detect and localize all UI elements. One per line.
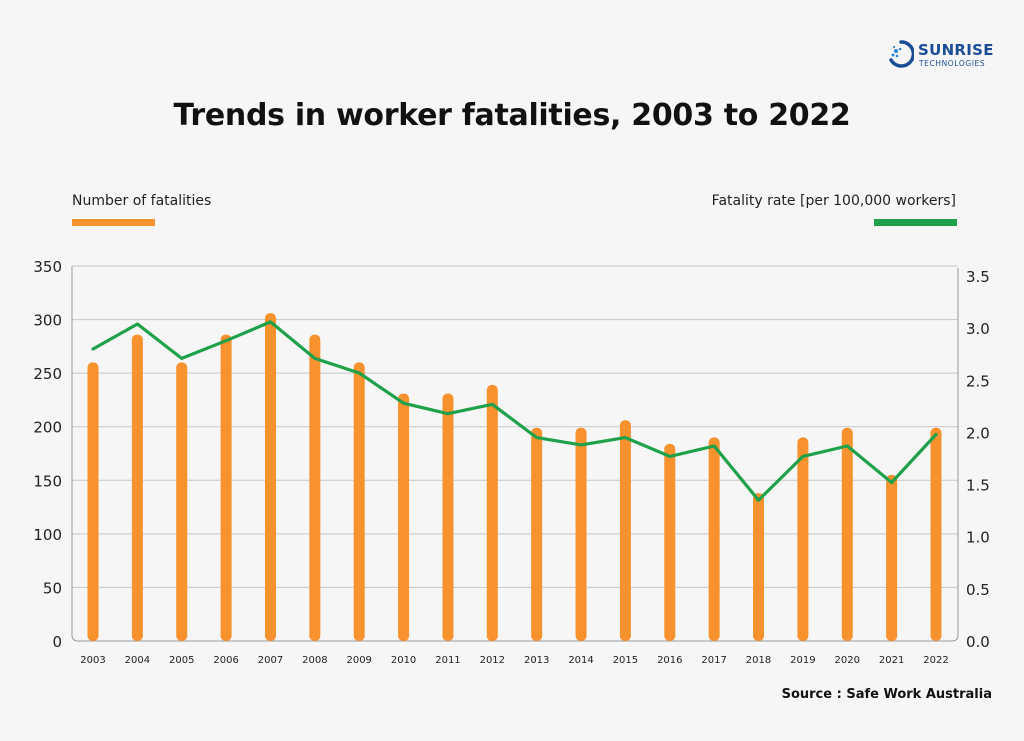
y-right-tick-label: 0.5 (966, 581, 990, 599)
x-tick-label: 2017 (701, 655, 726, 666)
y-left-tick-label: 300 (33, 312, 62, 330)
legend-rate-label: Fatality rate [per 100,000 workers] (711, 193, 956, 209)
x-tick-label: 2007 (258, 655, 283, 666)
bar-2016 (664, 443, 676, 641)
x-tick-label: 2018 (746, 655, 771, 666)
brand-subtitle: TECHNOLOGIES (919, 59, 986, 68)
y-left-tick-label: 250 (33, 365, 62, 383)
x-tick-label: 2010 (391, 655, 416, 666)
x-tick-label: 2013 (524, 655, 549, 666)
x-tick-label: 2006 (213, 655, 238, 666)
bar-2014 (575, 427, 587, 641)
x-tick-label: 2004 (125, 655, 150, 666)
bar-2007 (264, 313, 276, 641)
brand-name: SUNRISE (918, 41, 994, 59)
x-tick-label: 2020 (835, 655, 860, 666)
x-tick-label: 2016 (657, 655, 682, 666)
legend-fatalities-label: Number of fatalities (72, 193, 212, 209)
legend-fatalities-swatch (72, 219, 155, 226)
x-tick-label: 2009 (346, 655, 371, 666)
y-left-tick-label: 200 (33, 419, 62, 437)
bar-2020 (841, 427, 853, 641)
y-right-tick-label: 0.0 (966, 633, 990, 651)
bar-2009 (353, 362, 365, 641)
legend-rate-swatch (874, 219, 957, 226)
y-left-tick-label: 0 (52, 633, 62, 651)
x-tick-label: 2022 (923, 655, 948, 666)
y-left-tick-label: 150 (33, 472, 62, 490)
y-right-tick-label: 3.5 (966, 268, 990, 286)
y-left-tick-label: 100 (33, 526, 62, 544)
x-tick-label: 2005 (169, 655, 194, 666)
x-tick-label: 2015 (613, 655, 638, 666)
x-tick-label: 2011 (435, 655, 460, 666)
bar-2011 (442, 393, 454, 641)
bar-2021 (886, 474, 898, 641)
bar-2010 (398, 393, 410, 641)
bar-2003 (87, 362, 99, 641)
x-tick-label: 2014 (568, 655, 593, 666)
bar-2004 (131, 334, 143, 641)
bar-2015 (619, 420, 631, 641)
chart-title: Trends in worker fatalities, 2003 to 202… (173, 98, 851, 133)
y-right-tick-label: 1.0 (966, 529, 990, 547)
bar-2008 (309, 334, 321, 641)
bar-2006 (220, 334, 232, 641)
source-note: Source : Safe Work Australia (781, 687, 992, 702)
y-right-tick-label: 2.0 (966, 424, 990, 442)
y-left-tick-label: 50 (43, 579, 62, 597)
brand-logo: SUNRISE TECHNOLOGIES (888, 40, 998, 70)
y-right-tick-label: 1.5 (966, 477, 990, 495)
sunrise-logo-icon (889, 40, 916, 68)
bar-2012 (486, 384, 498, 641)
x-tick-label: 2021 (879, 655, 904, 666)
bar-2022 (930, 427, 942, 641)
bar-2013 (531, 427, 543, 641)
fatality-rate-line (91, 320, 938, 502)
x-tick-label: 2012 (480, 655, 505, 666)
x-tick-label: 2008 (302, 655, 327, 666)
y-left-tick-label: 350 (33, 258, 62, 276)
x-tick-label: 2003 (80, 655, 105, 666)
bar-2018 (753, 493, 765, 641)
plot-frame (71, 266, 959, 642)
x-tick-label: 2019 (790, 655, 815, 666)
y-right-tick-label: 3.0 (966, 320, 990, 338)
bar-2005 (176, 362, 188, 641)
bar-2019 (797, 437, 809, 641)
bar-2017 (708, 437, 720, 641)
y-right-tick-label: 2.5 (966, 372, 990, 390)
